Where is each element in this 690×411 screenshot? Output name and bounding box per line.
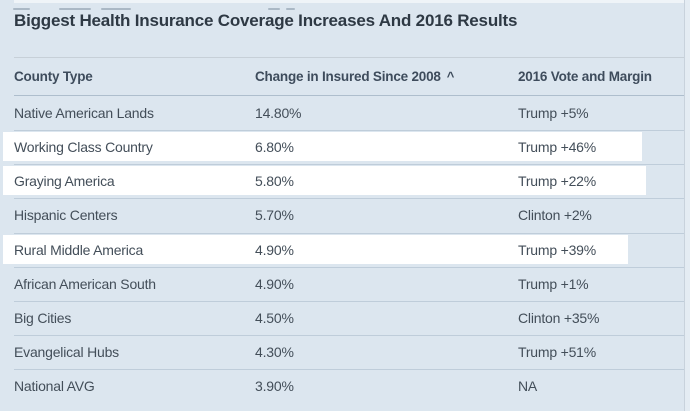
table-row: Rural Middle America 4.90% Trump +39% xyxy=(0,232,684,267)
column-header-change-insured-label: Change in Insured Since 2008 xyxy=(255,69,441,84)
county-type-cell: Native American Lands xyxy=(14,105,154,122)
change-insured-cell: 5.80% xyxy=(255,173,294,190)
table-row: Big Cities 4.50% Clinton +35% xyxy=(0,300,684,335)
table-row: Evangelical Hubs 4.30% Trump +51% xyxy=(0,334,684,369)
column-header-2016-vote[interactable]: 2016 Vote and Margin xyxy=(518,69,652,84)
county-type-cell: National AVG xyxy=(14,378,95,395)
cropped-text-artifact xyxy=(13,8,30,10)
highlight-band xyxy=(3,166,646,196)
change-insured-cell: 4.30% xyxy=(255,343,294,360)
cropped-text-artifact xyxy=(268,8,280,10)
highlight-band xyxy=(3,234,628,264)
county-type-cell: Rural Middle America xyxy=(14,241,144,258)
change-insured-cell: 14.80% xyxy=(255,105,302,122)
county-type-cell: Big Cities xyxy=(14,309,72,326)
cropped-text-artifact xyxy=(286,8,295,10)
vote-margin-cell: Trump +51% xyxy=(518,343,597,360)
change-insured-cell: 3.90% xyxy=(255,378,294,395)
vote-margin-cell: Clinton +2% xyxy=(518,207,592,224)
page-title: Biggest Health Insurance Coverage Increa… xyxy=(14,11,518,30)
table-right-border xyxy=(684,0,685,411)
vote-margin-cell: Trump +46% xyxy=(518,139,597,156)
cropped-text-artifact xyxy=(59,8,91,10)
table-row: National AVG 3.90% NA xyxy=(0,369,684,403)
table-row: African American South 4.90% Trump +1% xyxy=(0,266,684,301)
highlight-band xyxy=(3,132,642,162)
cropped-text-artifact xyxy=(101,8,131,10)
column-header-change-insured[interactable]: Change in Insured Since 2008 ^ xyxy=(255,69,518,84)
vote-margin-cell: Clinton +35% xyxy=(518,309,600,326)
change-insured-cell: 4.90% xyxy=(255,275,294,292)
vote-margin-cell: Trump +39% xyxy=(518,241,597,258)
table-header-row: County Type Change in Insured Since 2008… xyxy=(0,57,684,96)
column-header-county-type[interactable]: County Type xyxy=(14,69,93,84)
county-type-cell: Evangelical Hubs xyxy=(14,343,119,360)
change-insured-cell: 4.90% xyxy=(255,241,294,258)
vote-margin-cell: Trump +22% xyxy=(518,173,597,190)
change-insured-cell: 5.70% xyxy=(255,207,294,224)
change-insured-cell: 4.50% xyxy=(255,309,294,326)
county-type-cell: Hispanic Centers xyxy=(14,207,118,224)
vote-margin-cell: NA xyxy=(518,378,538,395)
county-type-cell: Graying America xyxy=(14,173,115,190)
table-row: Native American Lands 14.80% Trump +5% xyxy=(0,96,684,130)
table-row: Hispanic Centers 5.70% Clinton +2% xyxy=(0,198,684,232)
table-row: Graying America 5.80% Trump +22% xyxy=(0,164,684,198)
county-type-cell: Working Class Country xyxy=(14,139,153,156)
sort-ascending-icon[interactable]: ^ xyxy=(446,69,455,84)
vote-margin-cell: Trump +1% xyxy=(518,275,589,292)
table-row: Working Class Country 6.80% Trump +46% xyxy=(0,130,684,164)
vote-margin-cell: Trump +5% xyxy=(518,105,589,122)
change-insured-cell: 6.80% xyxy=(255,139,294,156)
right-gutter xyxy=(685,0,690,411)
cropped-text-artifact xyxy=(14,0,690,3)
county-type-cell: African American South xyxy=(14,275,156,292)
coverage-table: County Type Change in Insured Since 2008… xyxy=(0,57,684,403)
